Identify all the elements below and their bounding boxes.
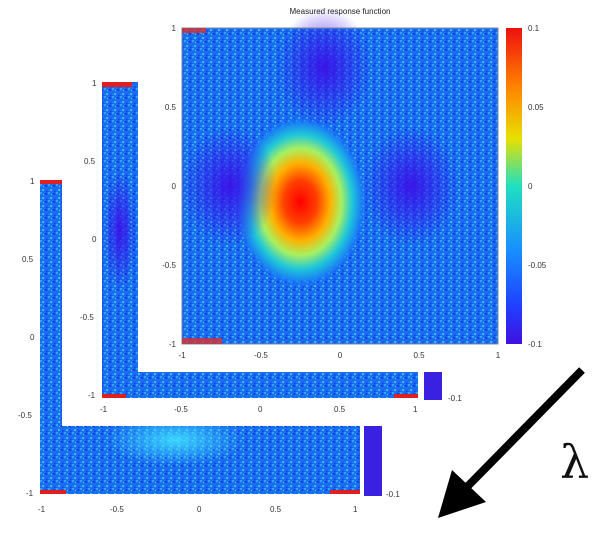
- middle-colorbar-tick-0: -0.1: [448, 394, 462, 403]
- back-x-tick-3: 0.5: [270, 505, 282, 514]
- middle-y-tick-2: 0: [92, 235, 97, 244]
- middle-x-tick-3: 0.5: [334, 405, 346, 414]
- middle-y-tick-4: -1: [88, 391, 96, 400]
- front-map-negative-lobe-1: [363, 126, 460, 246]
- back-x-tick-4: 1: [353, 505, 358, 514]
- middle-map-dark-strip: [104, 170, 136, 290]
- back-x-ticks: -1 -0.5 0 0.5 1: [38, 505, 358, 514]
- back-map-hot-corner: [40, 180, 62, 184]
- middle-x-tick-2: 0: [258, 405, 263, 414]
- back-colorbar-tick-0: -0.1: [386, 490, 400, 499]
- front-x-tick-2: 0: [338, 351, 343, 360]
- front-colorbar-tick-4: -0.1: [528, 340, 542, 349]
- back-map-hot-edge: [40, 490, 66, 494]
- back-colorbar: [364, 426, 382, 496]
- middle-y-tick-0: 1: [92, 79, 97, 88]
- back-y-tick-4: -1: [26, 489, 34, 498]
- middle-map-hot-edge: [102, 394, 126, 398]
- front-x-tick-0: -1: [178, 351, 186, 360]
- middle-y-ticks: 1 0.5 0 -0.5 -1: [80, 79, 97, 400]
- front-colorbar-tick-1: 0.05: [528, 103, 544, 112]
- back-map-cyan-haze: [105, 414, 245, 466]
- back-y-tick-3: -0.5: [18, 411, 32, 420]
- back-map-hot-edge-right: [330, 490, 360, 494]
- front-y-tick-4: -1: [169, 340, 177, 349]
- middle-map-hot-corner: [102, 82, 132, 87]
- arrow-shaft: [461, 367, 585, 493]
- front-map-hot-edge: [182, 338, 222, 344]
- front-colorbar-tick-2: 0: [528, 182, 533, 191]
- middle-x-tick-4: 1: [413, 405, 418, 414]
- front-y-tick-0: 1: [172, 24, 177, 33]
- middle-y-tick-3: -0.5: [80, 313, 94, 322]
- front-colorbar-ticks: 0.1 0.05 0 -0.05 -0.1: [528, 24, 547, 349]
- front-colorbar-tick-3: -0.05: [528, 261, 547, 270]
- front-map-features: [181, 7, 460, 288]
- front-x-tick-3: 0.5: [413, 351, 425, 360]
- front-y-tick-3: -0.5: [162, 261, 176, 270]
- middle-x-tick-1: -0.5: [174, 405, 188, 414]
- middle-x-ticks: -1 -0.5 0 0.5 1: [100, 405, 418, 414]
- front-y-tick-1: 0.5: [165, 103, 177, 112]
- front-map-frame: [181, 27, 499, 345]
- arrow-head: [438, 470, 486, 518]
- front-map-negative-lobe-2: [181, 126, 278, 246]
- back-x-tick-0: -1: [38, 505, 46, 514]
- front-map-hot-corner: [182, 28, 206, 33]
- front-colorbar: [506, 28, 522, 344]
- middle-colorbar: [424, 372, 442, 400]
- front-map: Measured response function 0.10.050-0.05…: [162, 7, 547, 360]
- front-x-ticks: -1 -0.5 0 0.5 1: [178, 351, 500, 360]
- middle-y-tick-1: 0.5: [84, 157, 96, 166]
- middle-map-hot-edge-right: [394, 394, 418, 398]
- wavelength-arrow: [438, 367, 585, 518]
- back-y-tick-2: 0: [30, 333, 35, 342]
- front-map-negative-lobe-3: [276, 7, 373, 128]
- front-x-tick-1: -0.5: [254, 351, 268, 360]
- front-x-tick-4: 1: [496, 351, 501, 360]
- back-y-tick-0: 1: [30, 177, 35, 186]
- back-x-tick-2: 0: [197, 505, 202, 514]
- front-colorbar-tick-0: 0.1: [528, 24, 540, 33]
- front-y-tick-2: 0: [172, 182, 177, 191]
- front-y-ticks: 1 0.5 0 -0.5 -1: [162, 24, 176, 349]
- lambda-symbol: λ: [560, 435, 589, 489]
- middle-x-tick-0: -1: [100, 405, 108, 414]
- back-y-ticks: 1 0.5 0 -0.5 -1: [18, 177, 35, 498]
- back-y-tick-1: 0.5: [22, 255, 34, 264]
- back-x-tick-1: -0.5: [110, 505, 124, 514]
